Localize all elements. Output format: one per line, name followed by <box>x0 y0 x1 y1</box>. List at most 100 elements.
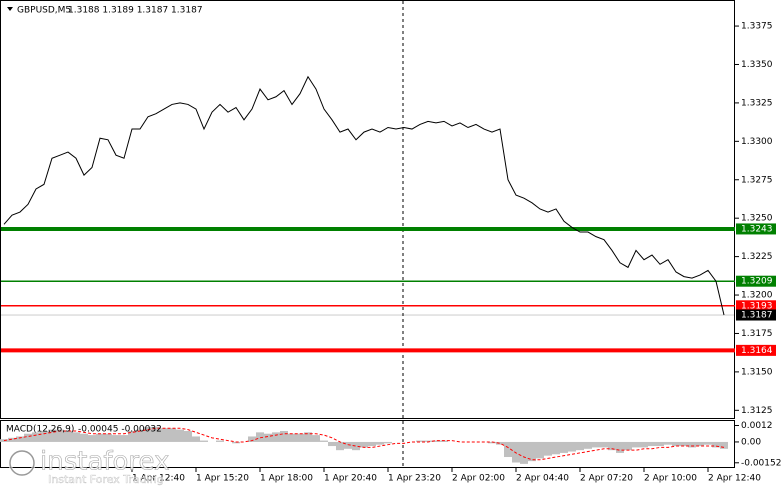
histogram-bar <box>640 441 648 448</box>
histogram-bar <box>232 441 240 444</box>
histogram-bar <box>496 441 504 445</box>
histogram-bar <box>704 441 712 445</box>
histogram-bar <box>328 441 336 447</box>
histogram-bar <box>528 441 536 462</box>
histogram-bar <box>672 441 680 447</box>
level-label: 1.3209 <box>741 277 773 287</box>
ohlc: 1.3188 1.3189 1.3187 1.3187 <box>68 6 203 16</box>
x-tick-label: 2 Apr 07:20 <box>580 474 633 484</box>
histogram-bar <box>696 441 704 447</box>
logo: instaforex Instant Forex Trading <box>8 446 170 486</box>
histogram-bar <box>184 430 192 442</box>
histogram-bar <box>272 432 280 442</box>
histogram-bar <box>296 433 304 442</box>
histogram-bar <box>368 441 376 447</box>
histogram-bar <box>560 441 568 453</box>
histogram-bar <box>248 436 256 442</box>
y-tick-label: -0.00152 <box>741 458 781 468</box>
histogram-bar <box>72 432 80 442</box>
x-tick-label: 1 Apr 12:40 <box>132 474 185 484</box>
histogram-bar <box>192 436 200 442</box>
level-tag <box>736 275 776 287</box>
y-tick-label: 1.3175 <box>741 329 773 339</box>
histogram-bar <box>584 441 592 449</box>
histogram-bar <box>384 441 392 444</box>
histogram-bar <box>616 441 624 453</box>
histogram-bar <box>64 430 72 442</box>
histogram-bar <box>24 433 32 442</box>
histogram-bar <box>416 440 424 442</box>
histogram-bar <box>216 440 224 442</box>
histogram-bar <box>440 440 448 442</box>
x-tick-label: 2 Apr 12:40 <box>708 474 761 484</box>
menu-arrow <box>7 7 13 11</box>
y-tick-label: 1.3225 <box>741 252 773 262</box>
histogram-bar <box>344 441 352 449</box>
y-tick-label: 1.3275 <box>741 175 773 185</box>
histogram-bar <box>288 433 296 442</box>
histogram-bar <box>264 433 272 442</box>
histogram-bar <box>256 432 264 442</box>
histogram-bar <box>352 441 360 451</box>
y-tick-label: 1.3200 <box>741 291 773 301</box>
histogram-bar <box>40 430 48 442</box>
histogram-bar <box>56 429 64 442</box>
histogram-bar <box>96 433 104 442</box>
histogram-bar <box>520 441 528 464</box>
histogram-bar <box>656 441 664 447</box>
histogram-bar <box>200 440 208 442</box>
histogram-bar <box>80 433 88 442</box>
histogram-bar <box>552 441 560 455</box>
histogram-bar <box>104 433 112 442</box>
x-tick-label: 2 Apr 10:00 <box>644 474 697 484</box>
histogram-bar <box>608 441 616 451</box>
x-tick-label: 1 Apr 18:00 <box>260 474 313 484</box>
histogram-bar <box>488 441 496 444</box>
macd-frame <box>0 420 735 468</box>
histogram-bar <box>360 441 368 448</box>
histogram-bar <box>592 441 600 448</box>
histogram-bar <box>112 435 120 442</box>
histogram-bar <box>648 441 656 447</box>
histogram-bar <box>512 441 520 463</box>
x-tick-label: 1 Apr 23:20 <box>388 474 441 484</box>
histogram-bar <box>176 429 184 442</box>
level-label: 1.3193 <box>741 301 773 311</box>
histogram-bar <box>624 441 632 451</box>
level-tag <box>736 300 776 312</box>
histogram-bar <box>504 441 512 458</box>
histogram-bar <box>48 429 56 442</box>
histogram-bar <box>32 432 40 442</box>
level-tag <box>736 344 776 356</box>
logo-name: instaforex <box>40 447 169 477</box>
histogram-bar <box>336 441 344 451</box>
macd-title: MACD(12,26,9) <box>6 425 74 435</box>
macd-values: -0.00045 -0.00032 <box>78 425 162 435</box>
y-tick-label: 1.3150 <box>741 367 773 377</box>
histogram-bar <box>632 441 640 448</box>
histogram-bar <box>712 441 720 448</box>
histogram-bar <box>664 441 672 445</box>
histogram-bar <box>432 440 440 442</box>
x-tick-label: 2 Apr 02:00 <box>452 474 505 484</box>
histogram-bar <box>160 428 168 442</box>
histogram-bar <box>312 435 320 442</box>
logo-icon <box>9 450 35 476</box>
histogram-bar <box>88 435 96 442</box>
histogram-bar <box>280 430 288 442</box>
y-tick-label: 1.3325 <box>741 98 773 108</box>
y-tick-label: 1.3375 <box>741 22 773 32</box>
histogram-bar <box>320 440 328 442</box>
x-tick-label: 1 Apr 20:40 <box>324 474 377 484</box>
y-tick-label: 1.3125 <box>741 406 773 416</box>
level-tag <box>736 309 776 321</box>
histogram-bar <box>120 435 128 442</box>
histogram-bar <box>128 430 136 442</box>
histogram-bar <box>168 428 176 442</box>
x-tick-label: 1 Apr 15:20 <box>196 474 249 484</box>
y-tick-label: 1.3350 <box>741 60 773 70</box>
signal-line <box>3 427 725 461</box>
histogram-bar <box>376 441 384 445</box>
histogram-bar <box>688 441 696 448</box>
